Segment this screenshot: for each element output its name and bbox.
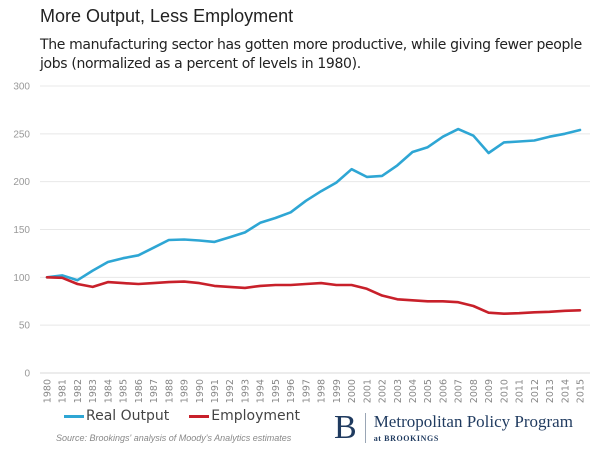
y-tick-label: 100 bbox=[13, 273, 30, 284]
x-tick-label: 1997 bbox=[301, 379, 312, 403]
x-tick-label: 1989 bbox=[180, 379, 191, 403]
legend-swatch-real-output bbox=[64, 414, 84, 418]
x-tick-label: 1985 bbox=[119, 379, 130, 403]
y-tick-label: 200 bbox=[13, 177, 30, 188]
x-tick-label: 1993 bbox=[240, 379, 251, 403]
x-tick-label: 2007 bbox=[454, 379, 465, 403]
x-tick-label: 2000 bbox=[347, 379, 358, 403]
x-tick-label: 1982 bbox=[73, 379, 84, 403]
logo-institution: at BROOKINGS bbox=[373, 434, 439, 443]
legend-swatch-employment bbox=[189, 414, 210, 418]
x-tick-label: 2012 bbox=[530, 379, 541, 403]
x-tick-label: 2009 bbox=[484, 379, 495, 403]
x-tick-label: 2008 bbox=[469, 379, 480, 403]
brookings-logo-letter: B bbox=[334, 409, 357, 446]
x-tick-label: 2003 bbox=[393, 379, 404, 403]
series-lines bbox=[45, 127, 582, 316]
x-axis-ticks: 1980 1981 1982 1983 1984 1985 1986 1987 1988 1989… bbox=[43, 379, 587, 403]
legend-item-real-output: Real Output bbox=[64, 408, 169, 424]
x-tick-label: 2005 bbox=[423, 379, 434, 403]
x-tick-label: 1998 bbox=[317, 379, 328, 403]
x-tick-label: 1981 bbox=[58, 379, 69, 403]
x-tick-label: 2001 bbox=[362, 379, 373, 403]
legend-label-real-output: Real Output bbox=[86, 408, 170, 424]
x-tick-label: 1990 bbox=[195, 379, 206, 403]
x-tick-label: 1984 bbox=[103, 379, 114, 403]
x-tick-label: 1999 bbox=[332, 379, 343, 403]
y-axis-ticks: 0 50 100 150 200 250 300 bbox=[13, 82, 30, 380]
gridlines bbox=[40, 85, 590, 374]
x-tick-label: 1992 bbox=[225, 379, 236, 403]
source-note: Source: Brookings' analysis of Moody's A… bbox=[56, 433, 292, 443]
x-tick-label: 2010 bbox=[499, 379, 510, 403]
x-tick-label: 1987 bbox=[149, 379, 160, 403]
y-tick-label: 0 bbox=[24, 369, 30, 380]
x-tick-label: 1980 bbox=[43, 379, 54, 403]
x-tick-label: 2002 bbox=[378, 379, 389, 403]
brookings-logo: B Metropolitan Policy Program at BROOKIN… bbox=[334, 411, 573, 445]
legend-item-employment: Employment bbox=[189, 408, 300, 424]
legend-label-employment: Employment bbox=[211, 408, 300, 424]
x-tick-label: 1995 bbox=[271, 379, 282, 403]
x-tick-label: 2013 bbox=[545, 379, 556, 403]
logo-program-name: Metropolitan Policy Program bbox=[373, 412, 573, 431]
x-tick-label: 1986 bbox=[134, 379, 145, 403]
y-tick-label: 150 bbox=[13, 225, 30, 236]
x-tick-label: 1994 bbox=[256, 379, 267, 403]
x-tick-label: 2011 bbox=[515, 379, 526, 403]
x-tick-label: 1996 bbox=[286, 379, 297, 403]
series-line-real-output bbox=[45, 127, 582, 282]
chart-subtitle: The manufacturing sector has gotten more… bbox=[40, 37, 582, 72]
x-tick-label: 2015 bbox=[576, 379, 587, 403]
y-tick-label: 50 bbox=[19, 321, 31, 332]
series-line-employment bbox=[45, 275, 582, 316]
x-tick-label: 1988 bbox=[164, 379, 175, 403]
y-tick-label: 300 bbox=[13, 82, 30, 93]
x-tick-label: 1983 bbox=[88, 379, 99, 403]
x-tick-label: 2004 bbox=[408, 379, 419, 403]
logo-text: Metropolitan Policy Program at BROOKINGS bbox=[373, 412, 573, 444]
legend: Real Output Employment bbox=[64, 408, 320, 424]
chart-title: More Output, Less Employment bbox=[40, 6, 294, 26]
x-tick-label: 2014 bbox=[560, 379, 571, 403]
x-tick-label: 1991 bbox=[210, 379, 221, 403]
logo-divider bbox=[364, 413, 366, 443]
y-tick-label: 250 bbox=[13, 129, 30, 140]
x-tick-label: 2006 bbox=[438, 379, 449, 403]
